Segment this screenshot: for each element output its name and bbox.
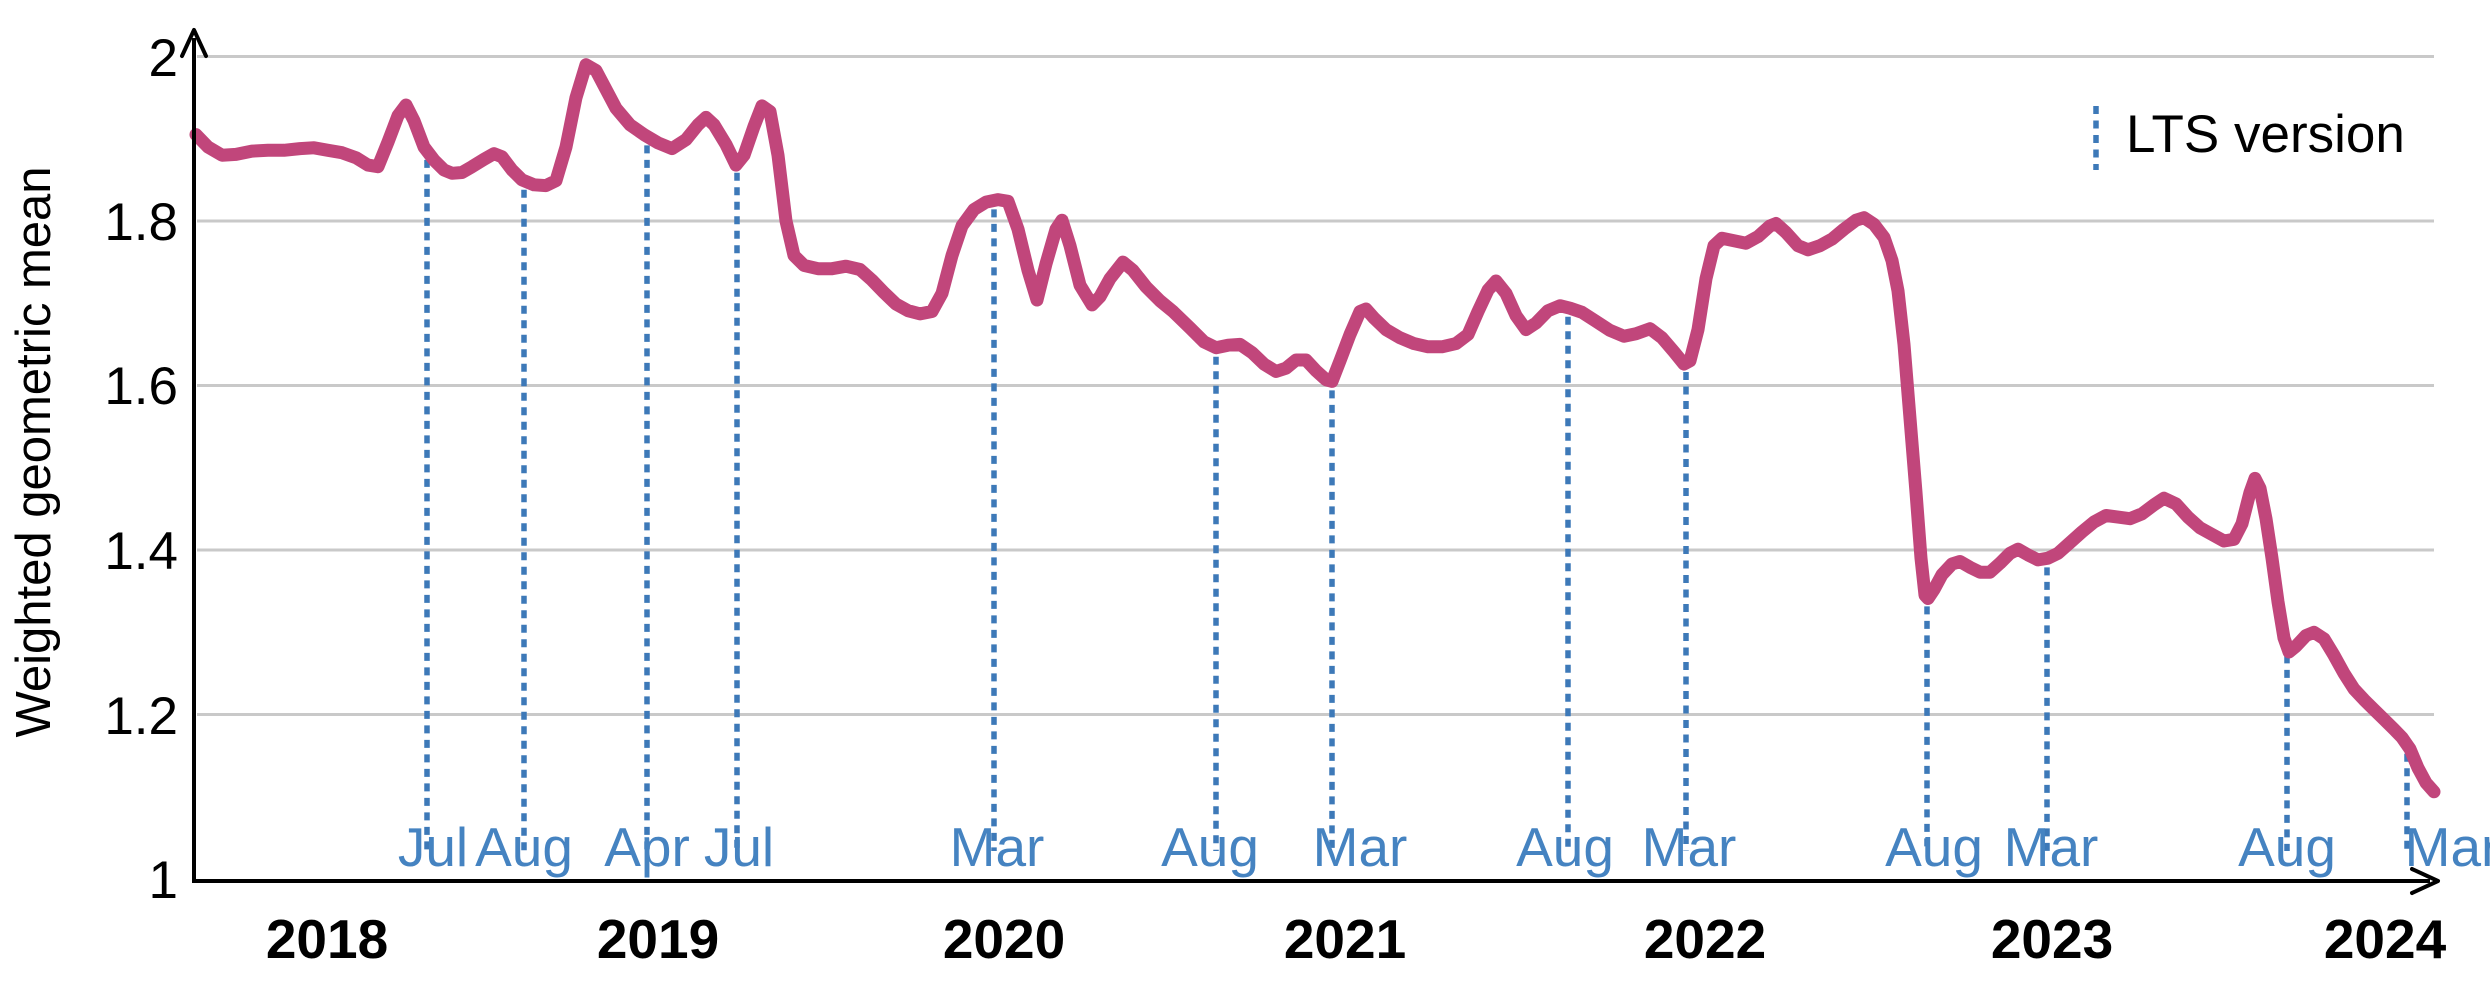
x-tick-label-2024: 2024 xyxy=(2324,908,2447,970)
lts-marker-label-apr: Apr xyxy=(604,816,690,878)
lts-marker-label-mar: Mar xyxy=(2004,816,2099,878)
lts-marker-label-aug: Aug xyxy=(1161,816,1259,878)
x-tick-label-2018: 2018 xyxy=(266,908,388,970)
x-tick-label-2022: 2022 xyxy=(1644,908,1766,970)
x-tick-label-2019: 2019 xyxy=(597,908,719,970)
axis-labels-layer: Jul Aug Apr Jul Mar Aug Mar Aug Mar Aug Mar Aug Mar2… xyxy=(104,29,2490,970)
lts-marker-label-aug: Aug xyxy=(475,816,573,878)
y-axis-title: Weighted geometric mean xyxy=(7,166,61,737)
y-tick-label-1.2: 1.2 xyxy=(104,687,178,746)
series-layer xyxy=(189,58,2441,799)
lts-marker-label-aug: Aug xyxy=(1516,816,1614,878)
x-tick-label-2021: 2021 xyxy=(1284,908,1406,970)
legend-label: LTS version xyxy=(2126,105,2405,164)
lts-marker-label-mar: Mar xyxy=(2405,816,2490,878)
axes-layer xyxy=(180,28,2440,895)
y-tick-label-2: 2 xyxy=(149,29,178,88)
lts-marker-label-aug: Aug xyxy=(1885,816,1983,878)
x-tick-label-2023: 2023 xyxy=(1991,908,2113,970)
lts-marker-label-mar: Mar xyxy=(1642,816,1737,878)
y-tick-label-1: 1 xyxy=(149,851,178,910)
legend: LTS version xyxy=(2093,105,2405,170)
y-tick-label-1.8: 1.8 xyxy=(104,193,178,252)
lts-marker-lines-layer xyxy=(424,145,2410,851)
lts-marker-label-jul: Jul xyxy=(398,816,468,878)
y-tick-label-1.4: 1.4 xyxy=(104,522,178,581)
series-line-weighted-geometric-mean xyxy=(189,58,2441,799)
lts-marker-label-mar: Mar xyxy=(1313,816,1408,878)
lts-marker-label-jul: Jul xyxy=(704,816,774,878)
y-tick-label-1.6: 1.6 xyxy=(104,357,178,416)
y-axis-arrow-icon xyxy=(180,28,208,58)
x-tick-label-2020: 2020 xyxy=(943,908,1065,970)
x-axis-arrow-icon xyxy=(2410,867,2440,895)
lts-marker-label-aug: Aug xyxy=(2238,816,2336,878)
lts-marker-label-mar: Mar xyxy=(950,816,1045,878)
